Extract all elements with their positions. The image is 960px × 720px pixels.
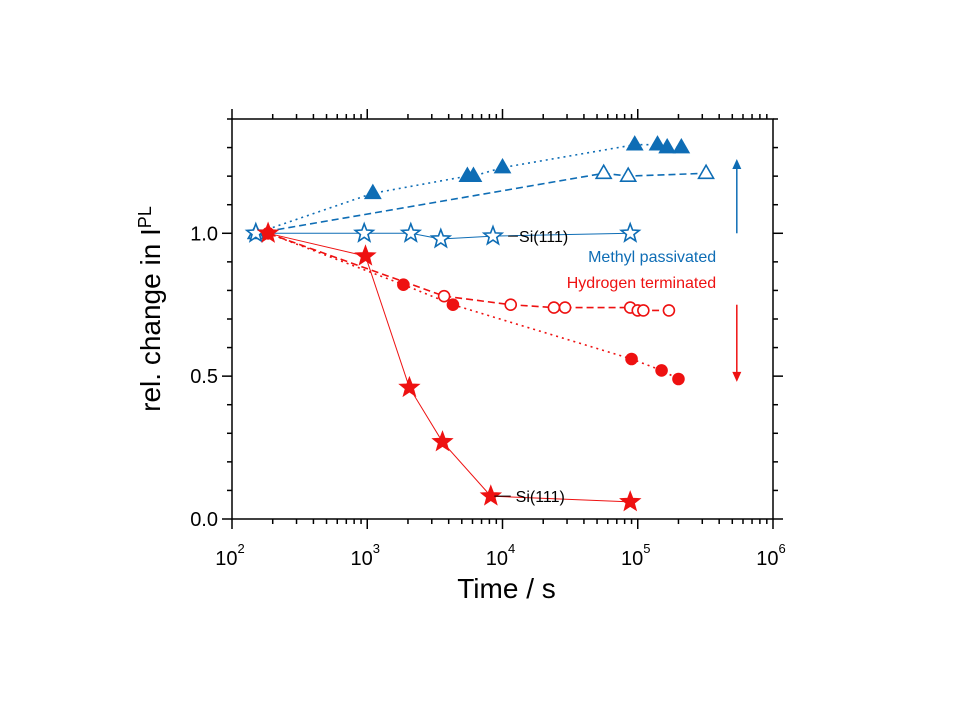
triangle-marker <box>363 183 382 200</box>
triangle-marker <box>493 157 512 174</box>
circle-marker <box>547 301 561 314</box>
circle-marker <box>625 352 638 366</box>
x-axis: 102 103 104 105 106 <box>215 109 786 570</box>
triangle-marker <box>658 137 677 154</box>
circle-marker <box>397 278 410 292</box>
y-axis-title-subscript: PL <box>135 206 155 228</box>
circle-marker <box>558 301 572 314</box>
x-tick-label: 104 <box>486 541 515 570</box>
star-marker <box>481 224 505 246</box>
triangle-marker <box>648 135 667 151</box>
circle-marker <box>637 304 650 317</box>
series-line-2 <box>255 232 631 240</box>
circle-marker <box>446 298 460 312</box>
annotation-label: Hydrogen terminated <box>567 275 716 292</box>
series-line-5 <box>267 232 631 503</box>
triangle-marker <box>619 166 638 182</box>
triangle-marker <box>464 166 483 182</box>
annotation-label: Si(111) <box>519 229 568 246</box>
arrows <box>732 159 742 382</box>
series-line-3 <box>267 232 669 312</box>
circle-marker <box>672 372 685 386</box>
annotation-label: Si(111) <box>516 489 565 506</box>
x-tick-label: 103 <box>351 541 380 570</box>
methyl-arrow-head <box>732 159 742 169</box>
star-marker <box>398 375 421 398</box>
annotation-label: Methyl passivated <box>588 249 716 266</box>
series-lines <box>255 143 707 503</box>
y-axis: 0.0 0.5 1.0 <box>190 118 783 531</box>
triangle-marker <box>672 137 691 154</box>
star-marker <box>619 490 642 512</box>
star-marker <box>353 221 376 243</box>
triangle-marker <box>594 163 613 180</box>
y-axis-title-main: rel. change in I <box>135 228 166 412</box>
circle-marker <box>655 364 668 377</box>
star-marker <box>256 221 280 243</box>
star-marker <box>619 221 642 243</box>
y-tick-label: 1.0 <box>190 223 218 245</box>
series-line-0 <box>255 143 682 235</box>
y-tick-label: 0.5 <box>190 366 218 388</box>
x-tick-label: 102 <box>215 541 244 570</box>
x-axis-title: Time / s <box>457 573 556 604</box>
y-tick-label: 0.0 <box>190 509 218 531</box>
star-marker <box>399 221 423 243</box>
star-marker <box>429 227 453 249</box>
star-marker <box>431 430 454 452</box>
triangle-marker <box>625 135 644 151</box>
hydrogen-arrow-head <box>732 371 742 382</box>
circle-marker <box>504 298 518 312</box>
star-marker <box>354 244 377 266</box>
circle-marker <box>437 289 451 303</box>
plot-frame <box>231 118 774 520</box>
annotations: Si(111) Si(111) Methyl passivated Hydrogen … <box>494 229 716 506</box>
x-tick-label: 105 <box>621 541 650 570</box>
circle-marker <box>662 304 676 317</box>
y-axis-title: rel. change in IPL <box>135 206 166 412</box>
series-line-1 <box>255 172 707 235</box>
triangle-marker <box>697 163 715 180</box>
star-marker <box>479 484 503 506</box>
x-tick-label: 106 <box>756 541 785 570</box>
series-markers <box>244 135 715 512</box>
